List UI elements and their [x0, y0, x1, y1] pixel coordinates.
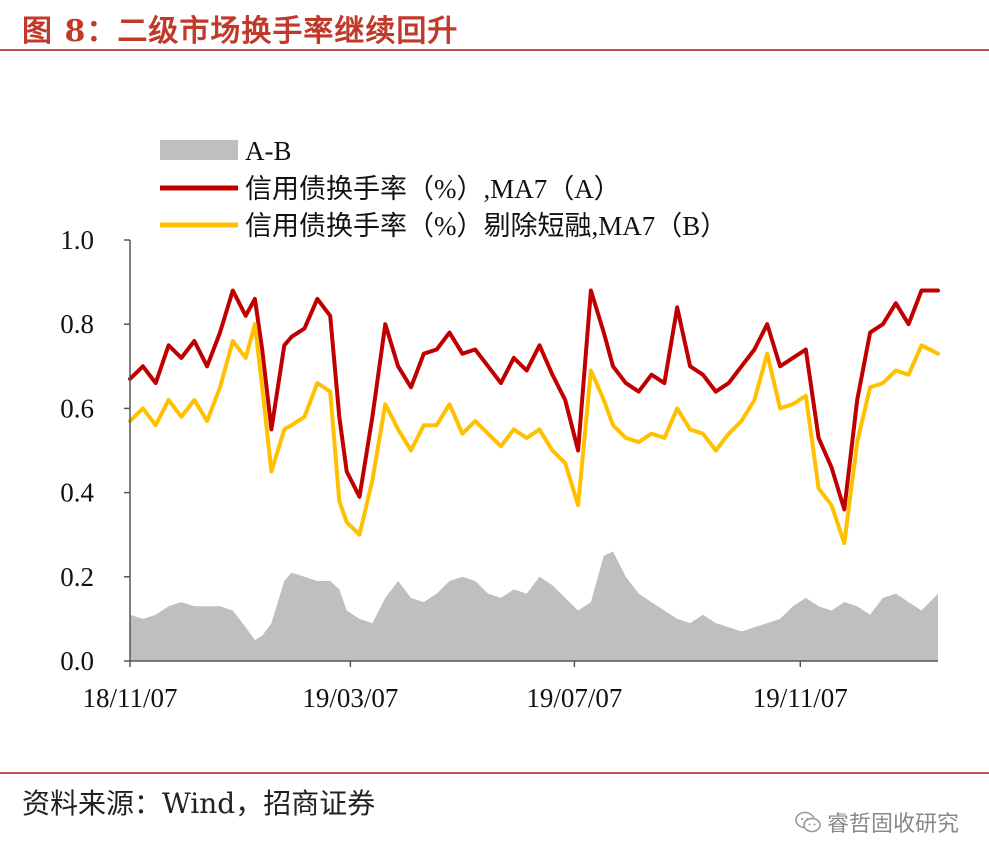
- legend-label: A-B: [245, 136, 292, 166]
- x-tick-label: 19/11/07: [753, 683, 848, 713]
- turnover-chart: A-B信用债换手率（%）,MA7（A）信用债换手率（%）剔除短融,MA7（B） …: [60, 136, 940, 713]
- line-layer: [128, 288, 940, 546]
- x-tick-label: 19/07/07: [526, 683, 622, 713]
- series-area-0: [130, 551, 938, 661]
- legend-label: 信用债换手率（%）,MA7（A）: [245, 174, 621, 204]
- source-divider: [0, 772, 989, 774]
- wechat-icon: [795, 811, 821, 839]
- x-tick-label: 19/03/07: [302, 683, 398, 713]
- legend-swatch-area: [160, 140, 238, 160]
- legend-label: 信用债换手率（%）剔除短融,MA7（B）: [245, 211, 727, 241]
- x-tick-label: 18/11/07: [82, 683, 177, 713]
- area-layer: [130, 551, 938, 661]
- watermark-text: 睿哲固收研究: [826, 812, 959, 837]
- watermark: 睿哲固收研究: [795, 806, 959, 839]
- y-tick-label: 1.0: [60, 225, 94, 255]
- y-tick-label: 0.0: [60, 646, 94, 676]
- y-tick-label: 0.4: [60, 478, 94, 508]
- chart-axes: 0.0 0.2 0.4 0.6 0.8 1.0 18/11/07 19/03/07 19/07/…: [60, 225, 938, 713]
- chart-legend: A-B 信用债换手率（%）,MA7（A） 信用债换手率（%）剔除短融,MA7（B）: [160, 136, 727, 241]
- y-tick-label: 0.2: [60, 562, 94, 592]
- series-line-2: [128, 322, 940, 546]
- series-line-1: [128, 288, 940, 512]
- title-divider: [0, 49, 989, 51]
- figure-title: 图 8：二级市场换手率继续回升: [22, 14, 459, 49]
- y-tick-label: 0.6: [60, 393, 94, 423]
- source-note: 资料来源：Wind，招商证券: [22, 787, 376, 820]
- y-tick-label: 0.8: [60, 309, 94, 339]
